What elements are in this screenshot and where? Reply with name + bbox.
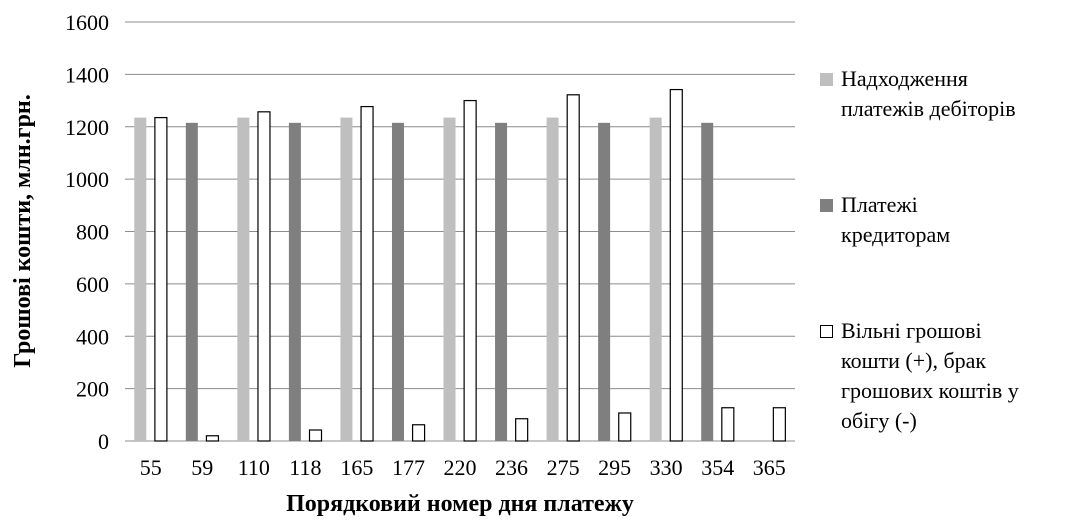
x-tick-label: 295 bbox=[598, 455, 631, 480]
bar-free-funds-236 bbox=[515, 418, 529, 442]
y-tick-label: 1200 bbox=[65, 115, 109, 140]
gridlines bbox=[125, 21, 795, 442]
bars bbox=[134, 88, 786, 442]
bar-receipts-330 bbox=[649, 117, 662, 441]
y-axis-title: Грошові кошти, млн.грн. bbox=[10, 94, 36, 368]
bar-receipts-110 bbox=[237, 117, 250, 441]
bar-chart: 0 200 400 600 800 1000 1200 1400 1600 55 59 110 118… bbox=[10, 10, 795, 517]
bar-free-funds-177 bbox=[411, 424, 426, 442]
bar-free-funds-220 bbox=[463, 99, 477, 442]
bar-receipts-220 bbox=[443, 117, 456, 441]
x-tick-label: 55 bbox=[140, 455, 162, 480]
x-tick-label: 330 bbox=[650, 455, 683, 480]
y-tick-label: 1600 bbox=[65, 10, 109, 35]
bar-free-funds-365 bbox=[772, 407, 786, 442]
y-tick-labels: 0 200 400 600 800 1000 1200 1400 1600 bbox=[65, 10, 109, 454]
bar-payments-118 bbox=[288, 122, 301, 442]
x-tick-label: 354 bbox=[701, 455, 734, 480]
y-tick-label: 1400 bbox=[65, 62, 109, 87]
bar-receipts-165 bbox=[340, 117, 353, 441]
y-tick-label: 0 bbox=[98, 429, 109, 454]
bar-free-funds-354 bbox=[721, 407, 735, 442]
x-tick-label: 110 bbox=[238, 455, 270, 480]
legend-swatch-receipts bbox=[820, 73, 833, 86]
y-tick-label: 800 bbox=[76, 220, 109, 245]
y-tick-label: 400 bbox=[76, 324, 109, 349]
bar-free-funds-275 bbox=[566, 94, 580, 442]
x-tick-label: 365 bbox=[753, 455, 786, 480]
bar-free-funds-295 bbox=[618, 412, 632, 442]
bar-payments-354 bbox=[701, 122, 714, 442]
legend-label-receipts: Надходження платежів дебіторів bbox=[841, 66, 1016, 121]
legend-swatch-payments bbox=[820, 199, 833, 212]
legend: Надходження платежів дебіторів Платежі к… bbox=[820, 0, 1080, 524]
y-tick-label: 200 bbox=[76, 377, 109, 402]
x-tick-labels: 55 59 110 118 165 177 220 236 275 295 330 354 365 bbox=[140, 455, 786, 480]
bar-payments-59 bbox=[185, 122, 198, 442]
bar-receipts-55 bbox=[134, 117, 147, 441]
legend-item-receipts: Надходження платежів дебіторів bbox=[820, 64, 1016, 124]
y-tick-label: 1000 bbox=[65, 167, 109, 192]
x-tick-label: 177 bbox=[392, 455, 425, 480]
bar-free-funds-55 bbox=[154, 116, 168, 442]
bar-payments-295 bbox=[598, 122, 611, 442]
x-tick-label: 59 bbox=[191, 455, 213, 480]
legend-item-payments: Платежі кредиторам bbox=[820, 190, 950, 250]
bar-payments-177 bbox=[391, 122, 404, 442]
bar-receipts-275 bbox=[546, 117, 559, 441]
legend-swatch-free-funds bbox=[820, 325, 833, 338]
bar-payments-236 bbox=[495, 122, 508, 442]
x-tick-label: 220 bbox=[444, 455, 477, 480]
y-tick-label: 600 bbox=[76, 272, 109, 297]
bar-free-funds-110 bbox=[257, 111, 271, 442]
x-axis-title: Порядковий номер дня платежу bbox=[286, 491, 634, 517]
bar-free-funds-59 bbox=[205, 435, 220, 442]
x-tick-label: 236 bbox=[495, 455, 528, 480]
legend-label-payments: Платежі кредиторам bbox=[841, 192, 951, 247]
bar-free-funds-118 bbox=[308, 429, 323, 442]
x-tick-label: 165 bbox=[340, 455, 373, 480]
legend-label-free-funds: Вільні грошові кошти (+), брак грошових … bbox=[841, 318, 1019, 433]
x-tick-label: 118 bbox=[289, 455, 321, 480]
legend-item-free-funds: Вільні грошові кошти (+), брак грошових … bbox=[820, 316, 1019, 436]
x-tick-label: 275 bbox=[547, 455, 580, 480]
bar-free-funds-165 bbox=[360, 105, 374, 442]
bar-free-funds-330 bbox=[669, 88, 683, 442]
